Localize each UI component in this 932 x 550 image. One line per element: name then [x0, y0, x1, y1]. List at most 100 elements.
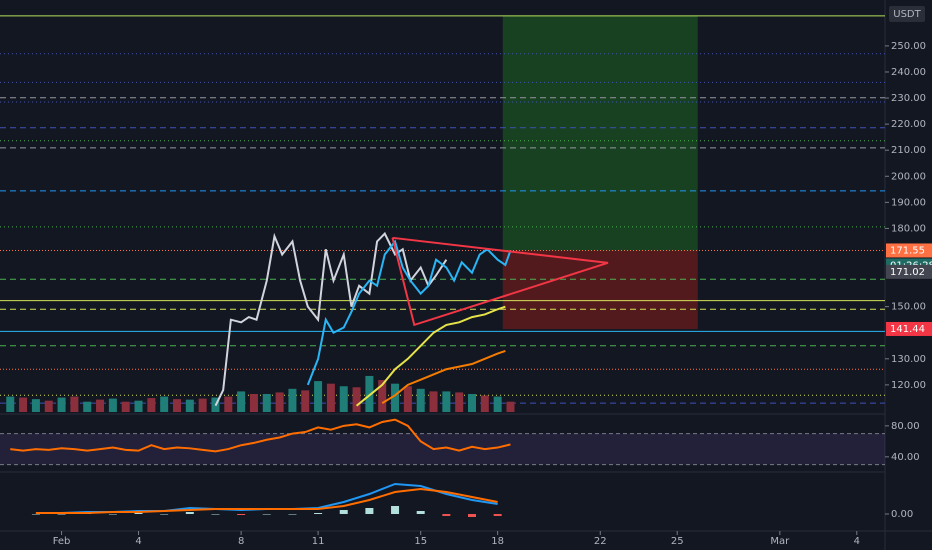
bar: [108, 398, 117, 412]
price-badge: [886, 243, 932, 258]
bar: [185, 399, 194, 412]
bar: [339, 510, 348, 514]
x-tick-label: 25: [671, 536, 684, 547]
y-tick-label: 230.00: [891, 93, 926, 104]
bar: [160, 514, 169, 515]
bar: [314, 381, 323, 412]
y-tick-label: 190.00: [891, 197, 926, 208]
bar: [83, 401, 92, 412]
bar: [391, 383, 400, 412]
x-tick-label: Mar: [770, 536, 790, 547]
bar: [416, 511, 425, 514]
bar: [275, 392, 284, 412]
series-line: [306, 239, 512, 386]
bar: [237, 514, 246, 515]
bar: [493, 514, 502, 516]
bar: [262, 514, 271, 515]
unit-label: USDT: [893, 9, 921, 20]
bar: [31, 399, 40, 412]
bar: [493, 396, 502, 412]
x-tick-label: 22: [594, 536, 607, 547]
bar: [391, 506, 400, 514]
trend-drawing: [391, 236, 609, 327]
rsi-band: [0, 433, 885, 465]
x-tick-label: 15: [414, 536, 427, 547]
bar: [262, 393, 271, 412]
y-tick-label: 130.00: [891, 354, 926, 365]
unit-box: [889, 6, 925, 22]
bar: [121, 401, 130, 412]
price-badge-label: 171.02: [890, 267, 925, 278]
bar: [134, 400, 143, 412]
x-tick-label: 18: [491, 536, 504, 547]
bar: [506, 401, 515, 412]
series-line: [10, 418, 511, 453]
x-tick-label: 4: [854, 536, 860, 547]
bar: [288, 388, 297, 412]
bar: [468, 514, 476, 517]
y-tick-label: 180.00: [891, 223, 926, 234]
bar: [44, 400, 53, 412]
bar: [480, 395, 489, 412]
bar: [147, 398, 156, 412]
price-badge: [886, 264, 932, 279]
bar: [57, 514, 66, 515]
bar: [211, 514, 220, 515]
bar: [224, 396, 233, 412]
bar: [352, 387, 361, 412]
y-tick-label: 80.00: [891, 421, 920, 432]
bar: [185, 512, 194, 514]
price-badge: [886, 321, 932, 336]
bar: [57, 397, 66, 412]
bar: [237, 391, 246, 412]
bar: [70, 396, 79, 412]
x-tick-label: 8: [238, 536, 244, 547]
stop-zone: [502, 250, 698, 329]
bar: [6, 396, 15, 412]
y-tick-label: 220.00: [891, 119, 926, 130]
y-tick-label: 210.00: [891, 145, 926, 156]
y-tick-label: 40.00: [891, 452, 920, 463]
bar: [160, 396, 169, 412]
series-line: [35, 487, 498, 514]
bar: [442, 514, 451, 516]
bar: [339, 386, 348, 412]
x-tick-label: 11: [312, 536, 325, 547]
bar: [249, 393, 258, 412]
price-badge-label: 141.44: [890, 324, 925, 335]
bar: [314, 513, 323, 514]
bar: [134, 513, 143, 514]
bar: [365, 375, 374, 412]
bar: [173, 399, 181, 412]
bar: [455, 392, 464, 412]
bar: [468, 393, 476, 412]
y-tick-label: 240.00: [891, 67, 926, 78]
bar: [378, 380, 387, 412]
x-tick-label: Feb: [53, 536, 71, 547]
y-tick-label: 150.00: [891, 302, 926, 313]
series-line: [214, 231, 448, 407]
y-tick-label: 200.00: [891, 171, 926, 182]
bar: [301, 390, 310, 412]
bar: [416, 388, 425, 412]
bar: [288, 514, 297, 515]
bar: [326, 383, 335, 412]
bar: [19, 397, 28, 412]
series-line: [381, 350, 506, 404]
series-line: [355, 305, 506, 407]
bar: [108, 514, 117, 515]
target-zone: [502, 15, 698, 251]
y-tick-label: 120.00: [891, 380, 926, 391]
bar: [403, 386, 412, 412]
y-tick-label: 0.00: [891, 509, 913, 520]
x-tick-label: 4: [135, 536, 141, 547]
y-tick-label: 250.00: [891, 41, 926, 52]
bar: [429, 391, 438, 412]
price-badge-label: 171.55: [890, 245, 925, 256]
bar: [198, 398, 207, 412]
bar: [442, 391, 451, 412]
bar: [365, 508, 374, 514]
